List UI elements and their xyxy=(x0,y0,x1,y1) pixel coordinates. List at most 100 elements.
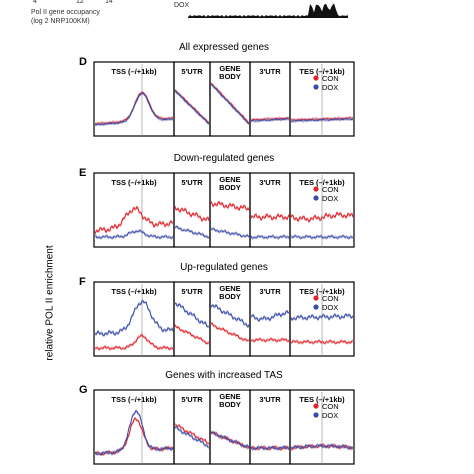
dox-series-line xyxy=(250,119,290,123)
dox-series-line xyxy=(250,234,290,239)
dox-series-line xyxy=(290,236,354,240)
dox-series-line xyxy=(290,234,354,240)
con-series-line xyxy=(210,431,250,448)
panel-f-title: Up-regulated genes xyxy=(180,262,268,273)
dox-series-line xyxy=(174,426,210,448)
con-series-line xyxy=(174,424,210,444)
dox-series-line xyxy=(210,432,250,450)
con-series-line xyxy=(94,207,174,235)
dox-series-line xyxy=(94,300,174,337)
con-series-line xyxy=(210,202,250,212)
dox-series-line xyxy=(290,443,354,450)
dox-series-line xyxy=(250,117,290,121)
legend-dox-marker xyxy=(313,304,319,310)
dox-series-line xyxy=(174,227,210,240)
dox-series-line xyxy=(174,427,210,449)
con-series-line xyxy=(290,116,354,120)
panel-g-title: Genes with increased TAS xyxy=(165,370,283,381)
segment-label: 5'UTR xyxy=(181,67,203,76)
segment-label: 3'UTR xyxy=(259,395,281,404)
con-series-line xyxy=(94,335,174,352)
dox-series-line xyxy=(94,410,174,456)
con-series-line xyxy=(210,322,249,342)
dox-series-line xyxy=(174,92,210,126)
panel-g-letter: G xyxy=(79,384,88,396)
y-axis-label: relative POL II enrichment xyxy=(44,245,56,361)
dox-series-line xyxy=(290,118,354,123)
dox-series-line xyxy=(94,229,174,240)
con-series-line xyxy=(210,321,249,340)
dox-series-line xyxy=(210,304,250,328)
con-series-line xyxy=(174,323,210,343)
con-series-line xyxy=(210,324,249,343)
dox-series-line xyxy=(174,302,210,328)
panel-e-title: Down-regulated genes xyxy=(173,153,275,164)
con-series-line xyxy=(290,338,353,343)
segment-label: 3'UTR xyxy=(259,178,281,187)
con-series-line xyxy=(174,205,210,221)
con-series-line xyxy=(250,337,290,343)
con-series-line xyxy=(290,341,353,346)
segment-label: TES (–/+1kb) xyxy=(299,178,345,187)
con-series-line xyxy=(174,324,210,344)
legend-con-marker xyxy=(313,403,319,409)
legend-dox-label: DOX xyxy=(322,411,338,420)
con-series-line xyxy=(290,213,354,224)
legend-con-label: CON xyxy=(322,402,339,411)
dox-series-line xyxy=(290,313,354,321)
con-series-line xyxy=(174,88,210,122)
axis-tick-12: 12 xyxy=(76,0,84,5)
legend-con-marker xyxy=(313,295,319,301)
legend-con-label: CON xyxy=(322,185,339,194)
con-series-line xyxy=(210,82,250,123)
legend-con-label: CON xyxy=(322,74,339,83)
panel-d-letter: D xyxy=(79,56,87,68)
dox-series-line xyxy=(250,309,290,321)
dox-series-line xyxy=(94,228,174,238)
dox-series-line xyxy=(210,84,250,125)
dox-series-line xyxy=(210,229,250,239)
segment-label-gene-body: BODY xyxy=(219,400,241,409)
dox-series-line xyxy=(290,442,354,449)
legend-dox-label: DOX xyxy=(322,194,338,203)
dox-series-line xyxy=(250,447,290,452)
segment-label: TES (–/+1kb) xyxy=(299,287,345,296)
dox-series-line xyxy=(94,93,174,127)
con-series-line xyxy=(94,205,174,233)
dox-series-line xyxy=(94,411,174,457)
legend-dox-marker xyxy=(313,195,319,201)
dox-series-line xyxy=(210,430,250,447)
panel-d-title: All expressed genes xyxy=(178,42,270,53)
con-series-line xyxy=(94,416,174,454)
dox-series-line xyxy=(94,409,174,455)
legend-dox-label: DOX xyxy=(322,303,338,312)
segment-label-gene-body: BODY xyxy=(219,183,241,192)
dox-series-line xyxy=(290,119,354,123)
con-series-line xyxy=(290,210,354,222)
dox-series-line xyxy=(210,227,250,236)
dox-series-line xyxy=(290,233,354,238)
dox-series-line xyxy=(174,89,210,123)
con-series-line xyxy=(174,206,210,222)
legend-con-marker xyxy=(313,75,319,81)
con-series-line xyxy=(250,336,290,341)
segment-label: TSS (–/+1kb) xyxy=(111,178,157,187)
segment-label: 3'UTR xyxy=(259,287,281,296)
dox-series-line xyxy=(94,231,174,240)
dox-series-line xyxy=(210,85,250,126)
dox-series-line xyxy=(210,228,250,238)
segment-label-gene-body: BODY xyxy=(219,292,241,301)
segment-label-gene-body: GENE xyxy=(219,175,240,184)
axis-tick-14: 14 xyxy=(105,0,113,5)
con-series-line xyxy=(94,206,174,234)
segment-label: 5'UTR xyxy=(181,287,203,296)
segment-label: 5'UTR xyxy=(181,395,203,404)
segment-label-gene-body: GENE xyxy=(219,392,240,401)
segment-label-gene-body: GENE xyxy=(219,284,240,293)
segment-label: TES (–/+1kb) xyxy=(299,67,345,76)
dox-series-line xyxy=(250,444,290,449)
